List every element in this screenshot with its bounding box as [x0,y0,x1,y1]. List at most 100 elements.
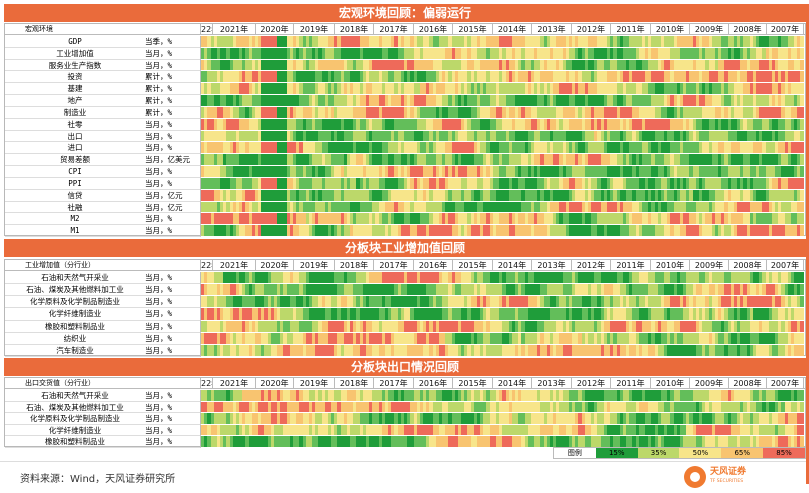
heatmap-cell [765,189,769,201]
heatmap-cell [600,71,604,83]
heatmap-cell [210,390,214,401]
heatmap-cell [670,332,674,344]
heatmap-cell [530,272,535,284]
heatmap-row [201,71,805,84]
heatmap-cell [768,106,772,118]
row-label: GDP [5,36,145,48]
heatmap-cell [714,59,719,71]
heatmap-cell [384,401,389,413]
heatmap-cell [292,118,297,130]
heatmap-cell [600,201,604,213]
heatmap-cell [730,106,734,118]
heatmap-cell [375,308,379,320]
heatmap-cell [426,332,430,344]
heatmap-cell [407,401,411,413]
heatmap-cell [695,142,699,154]
heatmap-cell [746,142,750,154]
heatmap-cell [327,332,332,344]
heatmap-cell [800,213,804,225]
heatmap-cell [664,284,668,296]
heatmap-cell [302,142,306,154]
heatmap-cell [264,401,268,413]
heatmap-cell [597,296,601,308]
heatmap-cell [312,154,316,166]
heatmap-cell [524,36,528,47]
heatmap-cell [575,320,579,332]
heatmap-cell [318,272,322,284]
heatmap-row [201,344,805,357]
heatmap-cell [495,332,500,344]
heatmap-cell [397,225,401,236]
heatmap-cell [568,130,573,142]
heatmap-cell [521,189,525,201]
heatmap-cell [242,213,246,225]
heatmap-cell [771,118,776,130]
heatmap-cell [660,296,665,308]
heatmap-cell [204,166,208,177]
heatmap-cell [771,106,776,118]
heatmap-cell [480,118,484,130]
heatmap-cell [438,36,443,47]
heatmap-cell [273,225,278,236]
heatmap-cell [572,130,576,142]
heatmap-cell [527,213,531,225]
heatmap-cell [502,177,506,189]
heatmap-cell [261,225,265,236]
heatmap-cell [743,95,747,106]
heatmap-cell [597,83,601,95]
heatmap-cell [645,308,649,320]
heatmap-cell [515,189,519,201]
heatmap-cell [530,308,535,320]
heatmap-cell [797,59,801,71]
heatmap-cell [629,272,633,284]
heatmap-cell [657,189,661,201]
heatmap-cell [607,166,611,177]
heatmap-cell [790,272,795,284]
heatmap-cell [251,308,255,320]
heatmap-cell [426,272,430,284]
heatmap-cell [607,47,611,59]
heatmap-cell [718,59,722,71]
heatmap-cell [549,154,554,166]
heatmap-cell [692,272,696,284]
heatmap-cell [673,332,677,344]
heatmap-cell [797,71,801,83]
heatmap-cell [384,83,389,95]
heatmap-cell [397,71,401,83]
heatmap-cell [232,225,236,236]
heatmap-cell [438,308,443,320]
heatmap-cell [638,189,642,201]
heatmap-cell [451,83,455,95]
heatmap-cell [708,390,712,401]
heatmap-cell [375,71,379,83]
heatmap-cell [438,189,443,201]
heatmap-cell [327,95,332,106]
heatmap-cell [346,59,351,71]
heatmap-cell [429,166,433,177]
heatmap-cell [622,296,627,308]
heatmap-cell [302,390,306,401]
heatmap-cell [654,106,658,118]
heatmap-cell [289,154,293,166]
heatmap-cell [315,154,319,166]
heatmap-cell [239,130,243,142]
heatmap-cell [362,142,366,154]
heatmap-cell [718,284,722,296]
heatmap-cell [242,390,246,401]
heatmap-cell [664,95,668,106]
heatmap-cell [578,71,582,83]
heatmap-cell [451,272,455,284]
heatmap-cell [242,401,246,413]
heatmap-row [201,47,805,60]
heatmap-cell [384,154,389,166]
heatmap-cell [743,47,747,59]
heatmap-cell [594,59,598,71]
heatmap-cell [610,320,614,332]
heatmap-cell [457,332,462,344]
heatmap-cell [521,83,525,95]
heatmap-cell [794,390,798,401]
heatmap-cell [775,166,779,177]
heatmap-cell [752,308,757,320]
heatmap-row [201,189,805,202]
heatmap-cell [524,59,528,71]
